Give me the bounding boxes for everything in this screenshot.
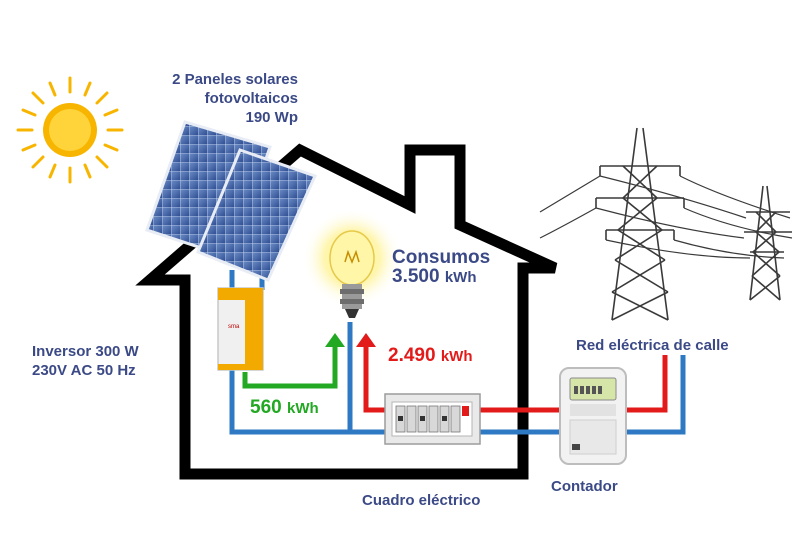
grid-energy-unit: kWh xyxy=(440,348,473,365)
grid-flow-arrow xyxy=(356,333,668,413)
panels-label-line2: fotovoltaicos xyxy=(204,90,298,107)
grid-energy-label: 2.490 kWh xyxy=(388,346,473,366)
consumption-title: Consumos xyxy=(392,247,491,268)
solar-energy-unit: kWh xyxy=(286,400,319,417)
breaker-panel-label: Cuadro eléctrico xyxy=(362,492,481,509)
light-bulb-icon xyxy=(302,208,402,318)
power-tower-icon xyxy=(539,127,793,321)
solar-flow-arrow xyxy=(242,333,345,389)
inverter-label-line2: 230V AC 50 Hz xyxy=(32,362,136,379)
svg-text:sma: sma xyxy=(228,324,240,330)
breaker-panel-icon xyxy=(384,393,481,445)
consumption-value: 3.500 xyxy=(392,266,440,287)
solar-panel-icon xyxy=(145,120,318,282)
panels-label: 2 Paneles solares fotovoltaicos 190 Wp xyxy=(110,70,298,127)
inverter-label: Inversor 300 W 230V AC 50 Hz xyxy=(32,342,139,380)
inverter-label-line1: Inversor 300 W xyxy=(32,343,139,360)
electric-meter-icon xyxy=(559,367,627,465)
consumption-label: Consumos 3.500 kWh xyxy=(392,248,490,287)
consumption-unit: kWh xyxy=(444,269,477,286)
grid-name-label: Red eléctrica de calle xyxy=(576,337,729,354)
consumption-amount: 3.500 kWh xyxy=(392,267,490,287)
panels-label-line3: 190 Wp xyxy=(245,109,298,126)
grid-energy-value: 2.490 xyxy=(388,345,436,366)
solar-energy-label: 560 kWh xyxy=(250,398,319,418)
inverter-icon: sma xyxy=(217,287,264,371)
panels-label-line1: 2 Paneles solares xyxy=(172,71,298,88)
solar-energy-value: 560 xyxy=(250,397,282,418)
sun-icon xyxy=(16,76,124,184)
house-outline xyxy=(135,143,558,480)
meter-label: Contador xyxy=(551,478,618,495)
